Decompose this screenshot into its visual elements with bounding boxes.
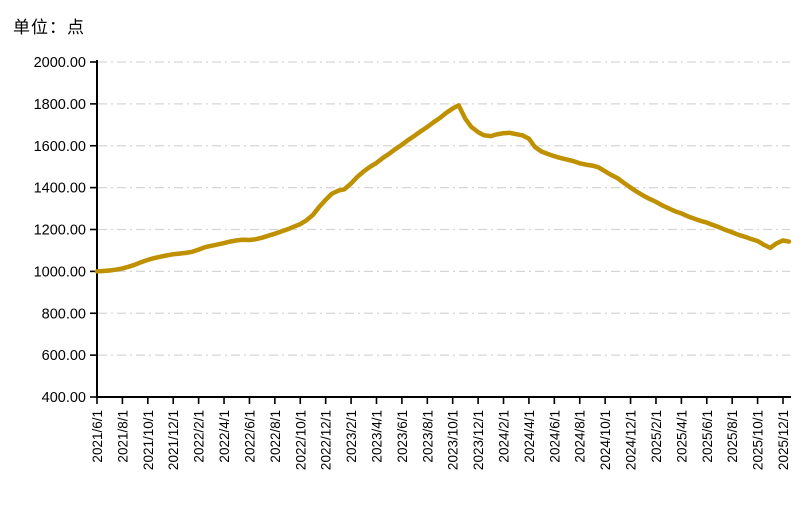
y-tick-label: 600.00 (42, 348, 86, 364)
x-tick-label: 2025/12/1 (776, 410, 791, 470)
x-tick-label: 2021/10/1 (141, 410, 156, 470)
x-axis-ticks (96, 397, 784, 404)
x-tick-label: 2024/8/1 (573, 410, 588, 463)
x-tick-label: 2022/12/1 (319, 410, 334, 470)
x-tick-label: 2024/10/1 (598, 410, 613, 470)
x-tick-label: 2022/4/1 (217, 410, 232, 463)
x-tick-label: 2025/6/1 (700, 410, 715, 463)
x-tick-label: 2023/6/1 (395, 410, 410, 463)
y-tick-label: 800.00 (42, 306, 86, 322)
y-tick-label: 1000.00 (34, 264, 86, 280)
y-axis-ticks (90, 61, 97, 398)
x-tick-label: 2024/2/1 (497, 410, 512, 463)
x-tick-label: 2022/8/1 (268, 410, 283, 463)
y-tick-label: 400.00 (42, 390, 86, 406)
x-tick-label: 2022/10/1 (293, 410, 308, 470)
x-tick-label: 2021/6/1 (90, 410, 105, 463)
x-tick-label: 2025/2/1 (649, 410, 664, 463)
x-tick-label: 2025/4/1 (674, 410, 689, 463)
y-tick-label: 1200.00 (34, 223, 86, 239)
gridlines (98, 61, 790, 356)
x-tick-label: 2025/8/1 (725, 410, 740, 463)
y-tick-label: 1800.00 (34, 97, 86, 113)
x-axis-labels: 2021/6/1 2021/8/1 2021/10/1 2021/12/1 2022/2… (90, 410, 791, 470)
x-tick-label: 2024/12/1 (624, 410, 639, 470)
data-line-index-line (94, 103, 792, 274)
y-tick-label: 2000.00 (34, 55, 86, 71)
y-tick-label: 1400.00 (34, 181, 86, 197)
x-tick-label: 2021/12/1 (166, 410, 181, 470)
x-tick-label: 2023/2/1 (344, 410, 359, 463)
unit-label: 单位：点 (13, 18, 85, 37)
y-tick-label: 1600.00 (34, 139, 86, 155)
x-tick-label: 2023/8/1 (420, 410, 435, 463)
x-tick-label: 2022/2/1 (192, 410, 207, 463)
x-tick-label: 2022/6/1 (242, 410, 257, 463)
x-tick-label: 2023/4/1 (369, 410, 384, 463)
x-tick-label: 2024/4/1 (522, 410, 537, 463)
x-tick-label: 2023/10/1 (446, 410, 461, 470)
y-axis-labels: 2000.00 1800.00 1600.00 1400.00 1200.00 1000.… (34, 55, 86, 406)
x-tick-label: 2024/6/1 (547, 410, 562, 463)
data-series (94, 103, 792, 274)
x-tick-label: 2023/12/1 (471, 410, 486, 470)
x-tick-label: 2021/8/1 (115, 410, 130, 463)
x-tick-label: 2025/10/1 (751, 410, 766, 470)
